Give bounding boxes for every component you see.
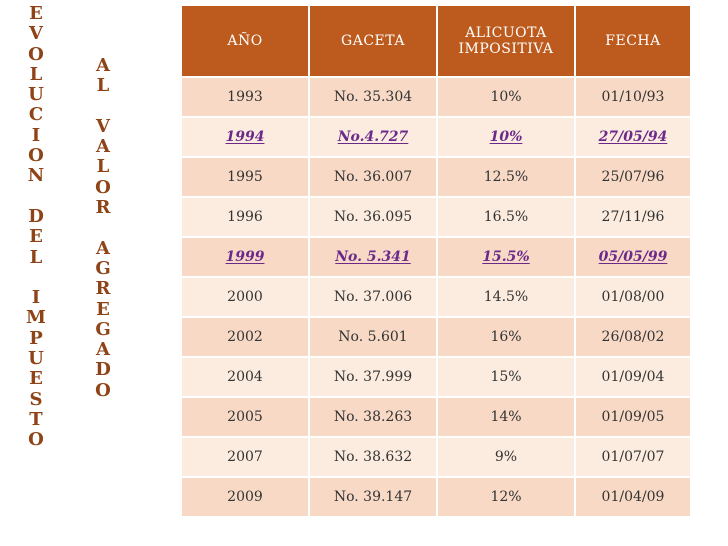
- title-letter: I: [31, 124, 41, 146]
- cell-fecha: 26/08/02: [576, 318, 690, 356]
- cell-gaceta: No. 39.147: [310, 478, 438, 516]
- cell-gaceta: No.4.727: [310, 118, 438, 156]
- table-row: 2005 No. 38.263 14% 01/09/05: [182, 398, 690, 436]
- cell-year: 1995: [182, 158, 310, 196]
- title-letter: O: [95, 379, 111, 401]
- title-letter: V: [29, 23, 43, 45]
- table-row: 2009 No. 39.147 12% 01/04/09: [182, 478, 690, 516]
- cell-alicuota: 16%: [438, 318, 576, 356]
- cell-alicuota: 15%: [438, 358, 576, 396]
- cell-alicuota: 10%: [438, 78, 576, 116]
- cell-fecha: 01/04/09: [576, 478, 690, 516]
- title-letter: L: [29, 63, 43, 85]
- cell-alicuota: 10%: [438, 118, 576, 156]
- cell-year: 2009: [182, 478, 310, 516]
- cell-fecha: 01/07/07: [576, 438, 690, 476]
- table-row: 1996 No. 36.095 16.5% 27/11/96: [182, 198, 690, 236]
- title-letter: E: [29, 368, 43, 390]
- title-letter: A: [96, 55, 110, 76]
- cell-year: 1996: [182, 198, 310, 236]
- title-letter: O: [28, 145, 44, 167]
- title-letter: A: [96, 339, 110, 361]
- cell-alicuota: 16.5%: [438, 198, 576, 236]
- title-letter: U: [28, 84, 44, 106]
- title-letter: T: [29, 408, 43, 430]
- title-letter: A: [96, 136, 110, 158]
- cell-alicuota: 14.5%: [438, 278, 576, 316]
- header-fecha: FECHA: [576, 6, 690, 76]
- title-letter: G: [95, 318, 111, 340]
- cell-fecha: 05/05/99: [576, 238, 690, 276]
- cell-year: 2002: [182, 318, 310, 356]
- cell-year: 1999: [182, 238, 310, 276]
- cell-gaceta: No. 38.263: [310, 398, 438, 436]
- cell-gaceta: No. 36.095: [310, 198, 438, 236]
- title-letter: O: [28, 43, 44, 65]
- cell-alicuota: 12%: [438, 478, 576, 516]
- title-letter: L: [96, 156, 110, 178]
- table-row: 1993 No. 35.304 10% 01/10/93: [182, 78, 690, 116]
- cell-alicuota: 15.5%: [438, 238, 576, 276]
- title-letter: A: [96, 237, 110, 259]
- cell-year: 2007: [182, 438, 310, 476]
- cell-gaceta: No. 5.601: [310, 318, 438, 356]
- title-letter: C: [28, 104, 44, 126]
- title-letter: L: [96, 75, 110, 97]
- cell-gaceta: No. 37.999: [310, 358, 438, 396]
- cell-year: 2000: [182, 278, 310, 316]
- title-letter: G: [95, 257, 111, 279]
- table-row: 2000 No. 37.006 14.5% 01/08/00: [182, 278, 690, 316]
- title-letter: M: [26, 307, 46, 329]
- title-letter: D: [28, 205, 44, 227]
- cell-gaceta: No. 36.007: [310, 158, 438, 196]
- title-letter: O: [95, 176, 111, 198]
- header-alicuota: ALICUOTA IMPOSITIVA: [438, 6, 576, 76]
- title-letter: P: [29, 327, 43, 349]
- cell-fecha: 01/09/04: [576, 358, 690, 396]
- title-letter: O: [28, 429, 44, 451]
- cell-fecha: 01/10/93: [576, 78, 690, 116]
- table-row: 1995 No. 36.007 12.5% 25/07/96: [182, 158, 690, 196]
- title-letter: R: [95, 197, 111, 219]
- cell-fecha: 27/11/96: [576, 198, 690, 236]
- table-row: 1994 No.4.727 10% 27/05/94: [182, 118, 690, 156]
- cell-gaceta: No. 37.006: [310, 278, 438, 316]
- cell-fecha: 27/05/94: [576, 118, 690, 156]
- cell-alicuota: 14%: [438, 398, 576, 436]
- cell-gaceta: No. 35.304: [310, 78, 438, 116]
- table-row: 2004 No. 37.999 15% 01/09/04: [182, 358, 690, 396]
- cell-fecha: 01/08/00: [576, 278, 690, 316]
- title-letter: R: [95, 278, 111, 300]
- title-letter: I: [31, 287, 41, 309]
- cell-gaceta: No. 38.632: [310, 438, 438, 476]
- title-letter: E: [29, 3, 43, 24]
- table-row: 2002 No. 5.601 16% 26/08/02: [182, 318, 690, 356]
- table-row: 1999 No. 5.341 15.5% 05/05/99: [182, 238, 690, 276]
- title-letter: S: [29, 388, 43, 410]
- iva-history-table: AÑO GACETA ALICUOTA IMPOSITIVA FECHA 199…: [182, 4, 690, 518]
- cell-year: 1994: [182, 118, 310, 156]
- cell-fecha: 25/07/96: [576, 158, 690, 196]
- cell-year: 1993: [182, 78, 310, 116]
- cell-year: 2004: [182, 358, 310, 396]
- header-gaceta: GACETA: [310, 6, 438, 76]
- title-letter: E: [29, 226, 43, 248]
- cell-gaceta: No. 5.341: [310, 238, 438, 276]
- title-letter: E: [96, 298, 110, 320]
- cell-alicuota: 9%: [438, 438, 576, 476]
- title-letter: D: [95, 359, 111, 381]
- header-ano: AÑO: [182, 6, 310, 76]
- table-header-row: AÑO GACETA ALICUOTA IMPOSITIVA FECHA: [182, 6, 690, 76]
- title-letter: V: [96, 115, 110, 137]
- table-row: 2007 No. 38.632 9% 01/07/07: [182, 438, 690, 476]
- cell-alicuota: 12.5%: [438, 158, 576, 196]
- title-letter: L: [29, 246, 43, 268]
- title-letter: U: [28, 348, 44, 370]
- title-letter: N: [27, 165, 45, 187]
- cell-fecha: 01/09/05: [576, 398, 690, 436]
- cell-year: 2005: [182, 398, 310, 436]
